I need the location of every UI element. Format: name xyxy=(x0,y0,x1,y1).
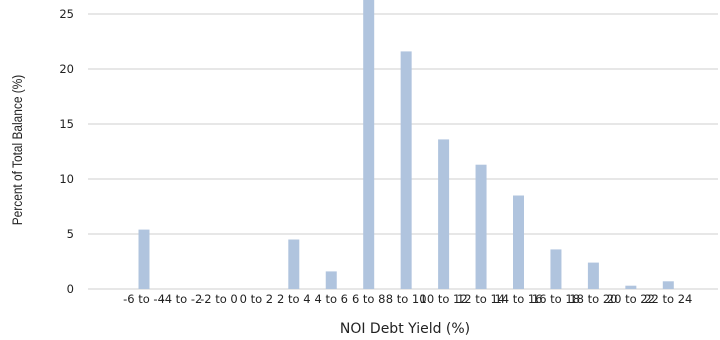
x-tick-label: 22 to 24 xyxy=(644,292,692,306)
bar-14to16 xyxy=(513,195,524,289)
bar-22to24 xyxy=(662,281,674,289)
bar-10to12 xyxy=(438,139,450,289)
bars xyxy=(138,0,674,290)
x-tick-label: 4 to 6 xyxy=(315,292,349,306)
bar-18to20 xyxy=(587,262,599,289)
x-tick-label: -6 to -4 xyxy=(123,292,165,306)
x-tick-label: -2 to 0 xyxy=(200,292,238,306)
bar-20to22 xyxy=(625,285,637,289)
bar-4to6 xyxy=(325,271,337,289)
x-tick-label: 16 to 18 xyxy=(532,292,580,306)
x-tick-label: 0 to 2 xyxy=(240,292,274,306)
bar-8to10 xyxy=(400,51,412,290)
y-tick-label: 10 xyxy=(59,172,74,186)
y-tick-label: 20 xyxy=(59,62,74,76)
bar-16to18 xyxy=(550,249,562,289)
x-tick-label: -4 to -2 xyxy=(161,292,203,306)
x-tick-label: 8 to 10 xyxy=(386,292,427,306)
y-tick-labels: 0 5 10 15 20 25 xyxy=(59,7,74,296)
x-tick-label: 2 to 4 xyxy=(277,292,311,306)
bar-m6tom4 xyxy=(138,229,150,289)
y-tick-label: 15 xyxy=(59,117,74,131)
y-axis-title: Percent of Total Balance (%) xyxy=(9,75,25,226)
y-tick-label: 5 xyxy=(67,227,74,241)
x-tick-label: 12 to 14 xyxy=(457,292,505,306)
x-tick-label: 10 to 12 xyxy=(420,292,468,306)
y-tick-label: 0 xyxy=(67,282,74,296)
x-tick-label: 18 to 20 xyxy=(569,292,617,306)
bar-6to8 xyxy=(363,0,375,289)
x-tick-label: 20 to 22 xyxy=(607,292,655,306)
x-axis-title: NOI Debt Yield (%) xyxy=(340,321,470,337)
bar-2to4 xyxy=(288,239,300,289)
x-tick-label: 14 to 16 xyxy=(494,292,542,306)
bar-12to14 xyxy=(475,164,487,289)
x-tick-label: 6 to 8 xyxy=(352,292,386,306)
y-tick-label: 25 xyxy=(59,7,74,21)
